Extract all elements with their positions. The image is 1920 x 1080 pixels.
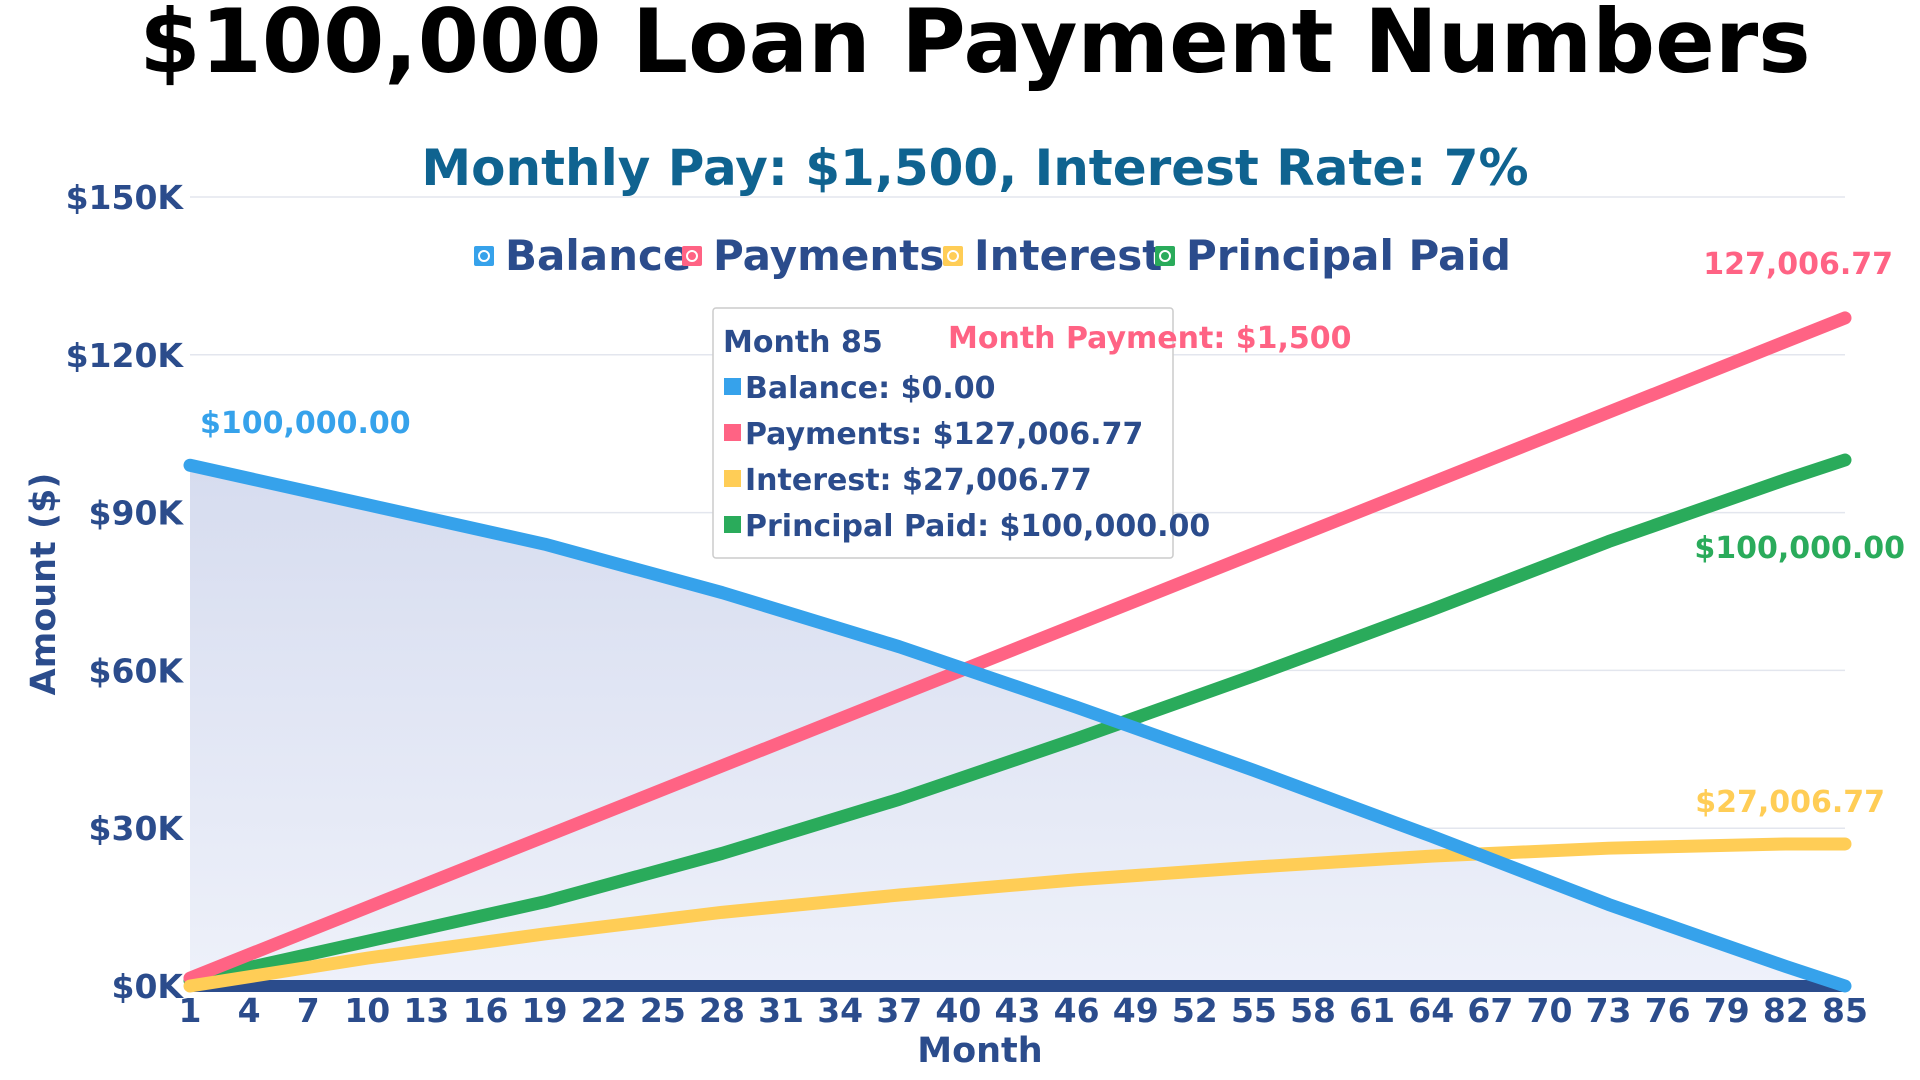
x-tick-label: 76 — [1645, 991, 1691, 1030]
end-labels: $100,000.00 127,006.77 $27,006.77 $100,000.… — [200, 247, 1905, 820]
tooltip-swatch — [724, 378, 741, 395]
legend-point-style-icon — [478, 250, 490, 262]
data-label-balance: $100,000.00 — [200, 406, 411, 441]
x-tick-label: 46 — [1054, 991, 1100, 1030]
x-tick-label: 28 — [699, 991, 745, 1030]
y-axis-label: Amount ($) — [24, 473, 64, 696]
x-tick-label: 19 — [522, 991, 568, 1030]
balance-line — [183, 458, 1852, 993]
payment-annotation: Month Payment: $1,500 — [948, 321, 1352, 356]
tooltip-row: Principal Paid: $100,000.00 — [745, 509, 1210, 544]
x-tick-label: 31 — [758, 991, 804, 1030]
tooltip-title: Month 85 — [723, 325, 883, 360]
legend-point-style-icon — [1159, 250, 1171, 262]
x-tick-label: 64 — [1408, 991, 1454, 1030]
tooltip-box — [712, 307, 1174, 559]
y-tick-label: $60K — [89, 651, 185, 690]
x-axis-ticks: 1 4 7 10 13 16 19 22 25 28 31 34 37 40 43 46 49 52 55 58 61 6… — [179, 991, 1868, 1030]
legend[interactable]: Balance Payments Interest Principal Paid — [474, 231, 1511, 280]
tooltip-swatch — [724, 516, 741, 533]
data-label-interest: $27,006.77 — [1695, 785, 1885, 820]
legend-swatch — [682, 246, 702, 266]
y-axis-ticks: $0K $30K $60K $90K $120K $150K — [66, 178, 185, 1006]
x-tick-label: 1 — [179, 991, 202, 1030]
x-tick-label: 25 — [640, 991, 686, 1030]
x-tick-label: 85 — [1822, 991, 1868, 1030]
tooltip: Month 85 Balance: $0.00 Payments: $127,006… — [712, 307, 1210, 559]
x-tick-label: 61 — [1349, 991, 1395, 1030]
x-axis-label: Month — [917, 1031, 1042, 1071]
y-tick-label: $0K — [112, 967, 185, 1006]
legend-item-interest[interactable]: Interest — [943, 231, 1162, 280]
legend-swatch — [474, 246, 494, 266]
data-label-payments: 127,006.77 — [1703, 247, 1893, 282]
x-tick-label: 52 — [1172, 991, 1218, 1030]
x-tick-label: 70 — [1526, 991, 1572, 1030]
data-label-principal-paid: $100,000.00 — [1694, 531, 1905, 566]
y-tick-label: $150K — [66, 178, 185, 217]
legend-point-style-icon — [686, 250, 698, 262]
x-tick-label: 4 — [238, 991, 261, 1030]
interest-line — [183, 837, 1852, 993]
x-tick-label: 82 — [1763, 991, 1809, 1030]
x-tick-label: 55 — [1231, 991, 1277, 1030]
legend-item-principal-paid[interactable]: Principal Paid — [1155, 231, 1511, 280]
y-tick-label: $30K — [89, 809, 185, 848]
legend-label: Principal Paid — [1186, 231, 1511, 280]
x-tick-label: 22 — [581, 991, 627, 1030]
x-tick-label: 79 — [1704, 991, 1750, 1030]
tooltip-row: Balance: $0.00 — [745, 371, 995, 406]
tooltip-swatch — [724, 424, 741, 441]
x-tick-label: 58 — [1290, 991, 1336, 1030]
x-tick-label: 16 — [463, 991, 509, 1030]
x-tick-label: 37 — [876, 991, 922, 1030]
series-lines — [183, 311, 1852, 993]
principal-paid-line — [183, 453, 1852, 988]
x-tick-label: 40 — [935, 991, 981, 1030]
payments-line — [183, 311, 1852, 985]
legend-swatch — [943, 246, 963, 266]
legend-label: Interest — [974, 231, 1162, 280]
x-tick-label: 49 — [1113, 991, 1159, 1030]
y-tick-label: $90K — [89, 494, 185, 533]
legend-item-payments[interactable]: Payments — [682, 231, 944, 280]
tooltip-row: Payments: $127,006.77 — [745, 417, 1143, 452]
legend-swatch — [1155, 246, 1175, 266]
x-tick-label: 34 — [817, 991, 863, 1030]
legend-point-style-icon — [947, 250, 959, 262]
legend-label: Balance — [505, 231, 691, 280]
tooltip-swatch — [724, 470, 741, 487]
legend-item-balance[interactable]: Balance — [474, 231, 691, 280]
x-tick-label: 73 — [1586, 991, 1632, 1030]
tooltip-row: Interest: $27,006.77 — [745, 463, 1092, 498]
y-tick-label: $120K — [66, 336, 185, 375]
x-tick-label: 7 — [297, 991, 320, 1030]
legend-label: Payments — [713, 231, 944, 280]
chart-title: $100,000 Loan Payment Numbers — [139, 0, 1810, 93]
x-tick-label: 43 — [995, 991, 1041, 1030]
x-tick-label: 10 — [344, 991, 390, 1030]
x-tick-label: 13 — [403, 991, 449, 1030]
x-tick-label: 67 — [1467, 991, 1513, 1030]
chart-subtitle: Monthly Pay: $1,500, Interest Rate: 7% — [421, 139, 1528, 197]
